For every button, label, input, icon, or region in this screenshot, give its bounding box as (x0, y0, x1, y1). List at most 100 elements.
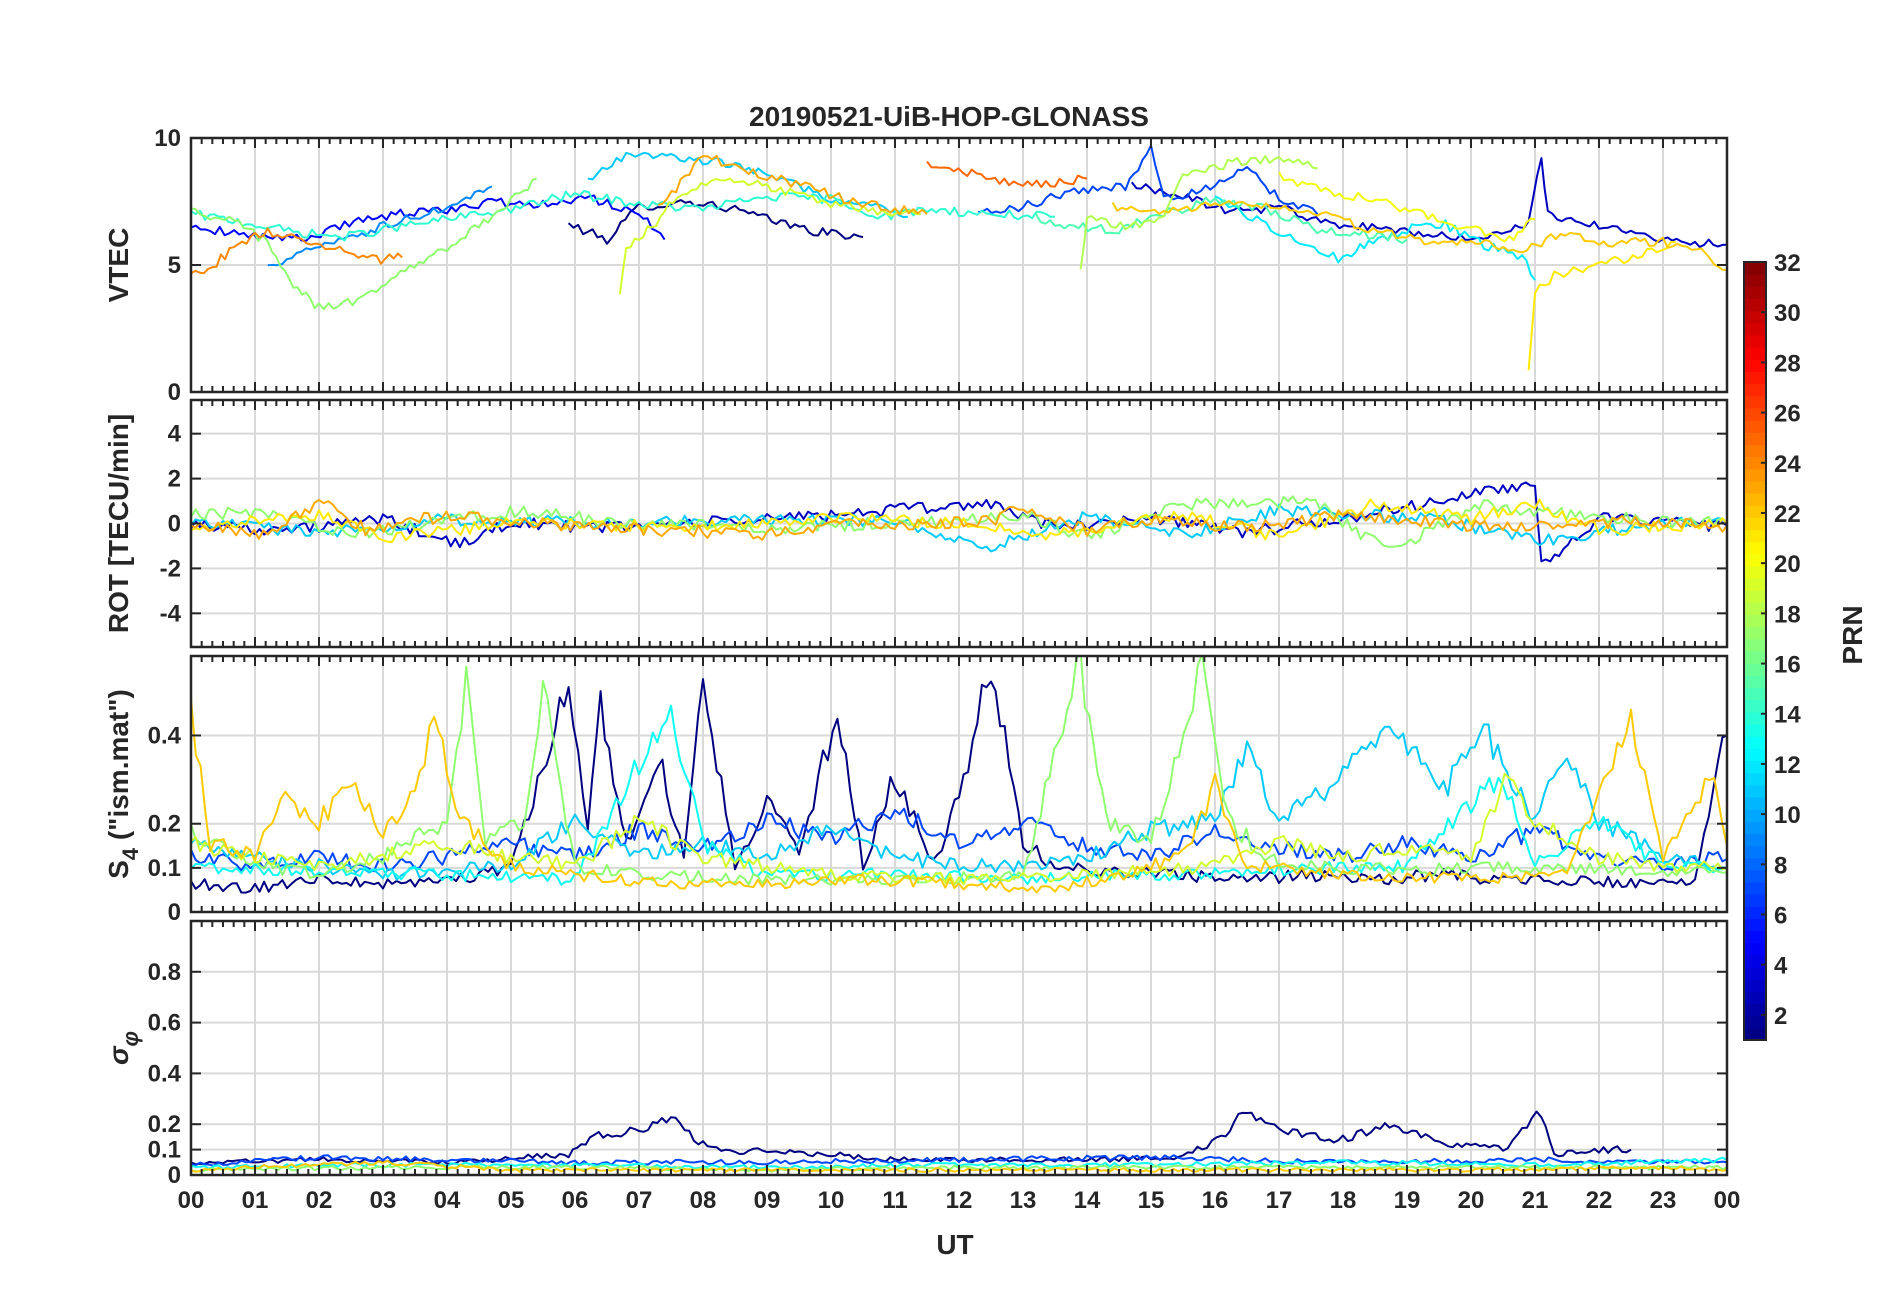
colorbar-swatch (1744, 298, 1766, 312)
x-tick-label: 19 (1394, 1187, 1421, 1214)
x-tick-label: 02 (306, 1187, 333, 1214)
s4-y-tick-label: 0.1 (148, 855, 181, 882)
vtec-series (191, 144, 1727, 371)
x-tick-label: 21 (1522, 1187, 1549, 1214)
x-tick-label: 08 (690, 1187, 717, 1214)
chart-title: 20190521-UiB-HOP-GLONASS (749, 101, 1149, 132)
x-tick-label: 07 (626, 1187, 653, 1214)
colorbar-swatch (1744, 663, 1766, 676)
colorbar-tick-label: 6 (1774, 903, 1787, 930)
vtec-series-prn-3 (1131, 157, 1727, 248)
colorbar-swatch (1744, 383, 1766, 397)
colorbar-swatch (1744, 954, 1766, 968)
colorbar-swatch (1744, 602, 1766, 616)
colorbar-tick-label: 8 (1774, 852, 1787, 879)
rot-y-tick-label: 2 (168, 466, 181, 493)
colorbar-tick-label: 24 (1774, 451, 1801, 478)
colorbar-swatch (1744, 675, 1766, 689)
colorbar-swatch (1744, 796, 1766, 810)
colorbar-swatch (1744, 480, 1766, 494)
colorbar-tick-label: 4 (1774, 953, 1788, 980)
rot-panel: -4 -2 0 2 4 ROT [TECU/min] (103, 398, 1729, 649)
x-tick-label: 13 (1010, 1187, 1037, 1214)
colorbar-swatch (1744, 541, 1766, 555)
s4-series-prn-22 (191, 698, 1727, 894)
x-tick-label: 12 (946, 1187, 973, 1214)
vtec-series-prn-17 (191, 177, 537, 311)
colorbar-swatch (1744, 1003, 1766, 1017)
colorbar-label: PRN (1837, 605, 1868, 664)
colorbar-swatch (1744, 310, 1766, 324)
x-tick-label: 23 (1650, 1187, 1677, 1214)
x-tick-label: 18 (1330, 1187, 1357, 1214)
vtec-series-prn-9 (267, 185, 493, 267)
colorbar-swatch (1744, 894, 1766, 907)
s4-y-axis-label: S4 ("ism.mat") (103, 689, 143, 879)
colorbar-swatch (1744, 626, 1766, 640)
s4-y-tick-label: 0.2 (148, 811, 181, 838)
x-tick-label: 15 (1138, 1187, 1165, 1214)
colorbar-swatch (1744, 274, 1766, 287)
colorbar-swatch (1744, 881, 1766, 895)
colorbar-swatch (1744, 821, 1766, 834)
rot-series-prn-3 (191, 481, 1727, 563)
colorbar-swatch (1744, 967, 1766, 980)
vtec-y-tick-label: 10 (154, 125, 181, 152)
colorbar-swatch (1744, 723, 1766, 737)
x-tick-label: 00 (1714, 1187, 1741, 1214)
colorbar-swatch (1744, 736, 1766, 749)
colorbar-tick-label: 12 (1774, 752, 1801, 779)
colorbar-swatch (1744, 371, 1766, 385)
colorbar-swatch (1744, 760, 1766, 774)
colorbar-swatch (1744, 505, 1766, 518)
colorbar-swatch (1744, 906, 1766, 920)
colorbar-tick-label: 20 (1774, 551, 1801, 578)
x-tick-label: 11 (882, 1187, 907, 1214)
vtec-y-tick-label: 5 (168, 252, 181, 279)
vtec-series-prn-22 (1111, 200, 1727, 272)
rot-series-prn-21 (191, 498, 1727, 543)
vtec-series-prn-24 (191, 227, 403, 275)
x-axis-tick-labels: 00 01 02 03 04 05 06 07 08 09 10 11 12 13 14 15 16 17 18 19… (178, 1187, 1741, 1214)
colorbar-swatch (1744, 979, 1766, 992)
colorbar-tick-label: 18 (1774, 601, 1801, 628)
colorbar-swatch (1744, 553, 1766, 567)
colorbar-swatch (1744, 322, 1766, 336)
vtec-series-prn-11 (587, 151, 908, 219)
vtec-series-prn-23 (657, 154, 928, 216)
x-tick-label: 14 (1074, 1187, 1101, 1214)
vtec-y-tick-label: 0 (168, 379, 181, 406)
rot-series-prn-23 (191, 499, 1727, 541)
colorbar-swatch (1744, 991, 1766, 1005)
colorbar-swatch (1744, 809, 1766, 822)
vtec-series-prn-19 (618, 177, 921, 295)
s4-series-prn-17 (191, 656, 1727, 886)
colorbar-swatch (1744, 529, 1766, 543)
colorbar-swatch (1744, 334, 1766, 348)
rot-y-tick-label: -2 (160, 555, 181, 582)
colorbar-swatch (1744, 359, 1766, 373)
vtec-series-prn-21 (1527, 241, 1676, 371)
colorbar-swatch (1744, 845, 1766, 859)
rot-series-prn-17 (191, 495, 1727, 548)
colorbar-tick-label: 14 (1774, 702, 1801, 729)
colorbar-swatch (1744, 699, 1766, 713)
colorbar-swatch (1744, 492, 1766, 506)
s4-y-tick-label: 0 (168, 899, 181, 926)
colorbar-swatch (1744, 456, 1766, 470)
x-tick-label: 04 (434, 1187, 461, 1214)
x-tick-label: 10 (818, 1187, 845, 1214)
sigma_phi-y-tick-label: 0.8 (148, 959, 181, 986)
s4-series-prn-11 (191, 723, 1727, 881)
colorbar-swatch (1744, 432, 1766, 445)
rot-series (191, 481, 1727, 563)
x-tick-label: 16 (1202, 1187, 1229, 1214)
vtec-series-prn-7 (978, 144, 1319, 215)
colorbar-tick-label: 28 (1774, 350, 1801, 377)
x-tick-label: 17 (1266, 1187, 1293, 1214)
sigma_phi-y-tick-label: 0.2 (148, 1111, 181, 1138)
sigma_phi-y-axis-label: σφ (103, 1031, 143, 1065)
vtec-panel: 0 5 10 VTEC (103, 125, 1729, 406)
colorbar-tick-label: 10 (1774, 802, 1801, 829)
